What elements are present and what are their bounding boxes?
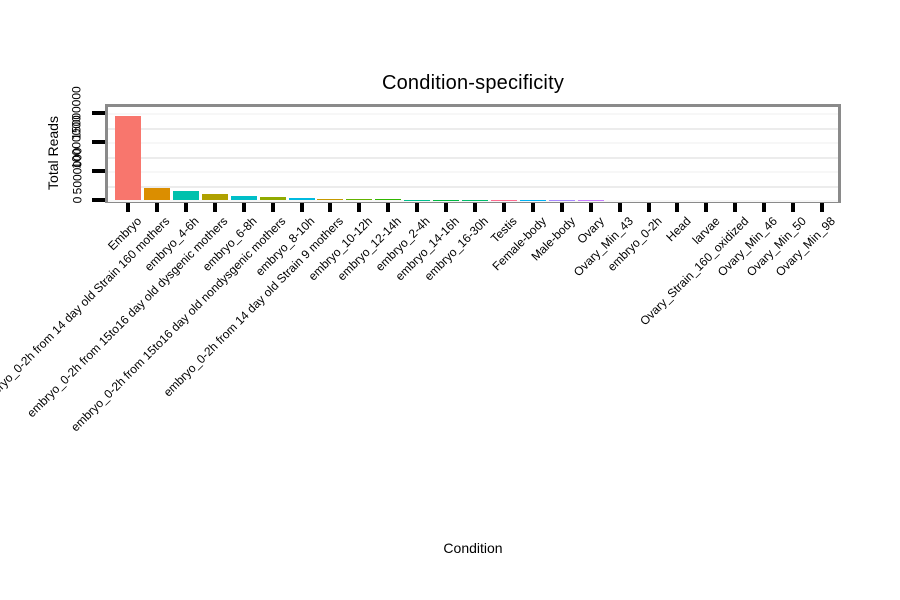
y-tick — [92, 198, 105, 202]
x-tick — [704, 203, 709, 212]
x-tick — [154, 203, 159, 212]
bar — [259, 197, 286, 200]
bar — [172, 190, 199, 200]
x-tick — [473, 203, 478, 212]
gridline-minor — [108, 185, 838, 188]
x-tick — [559, 203, 564, 212]
x-tick — [588, 203, 593, 212]
x-tick — [386, 203, 391, 212]
x-tick — [762, 203, 767, 212]
x-axis-title: Condition — [443, 540, 503, 556]
x-tick — [270, 203, 275, 212]
x-tick — [444, 203, 449, 212]
y-tick — [92, 140, 105, 144]
gridline-major — [108, 200, 838, 202]
gridline-major — [108, 113, 838, 115]
bar — [230, 196, 257, 200]
plot-panel — [105, 104, 841, 203]
gridline-major — [108, 142, 838, 144]
x-tick-label: embryo_0-2h from 14 day old Strain 160 m… — [0, 214, 173, 409]
chart-title: Condition-specificity — [381, 72, 565, 94]
bar — [143, 187, 170, 200]
gridline-major — [108, 171, 838, 173]
x-tick — [733, 203, 738, 212]
x-tick — [126, 203, 130, 212]
bar — [201, 194, 228, 200]
x-tick — [820, 203, 825, 212]
bar — [288, 198, 315, 200]
x-tick-label: embryo_0-2h from 15to16 day old dysgenic… — [24, 214, 231, 421]
x-tick — [299, 203, 304, 212]
x-tick — [415, 203, 420, 212]
gridline-minor — [108, 127, 838, 130]
x-tick — [212, 203, 217, 212]
x-tick — [791, 203, 796, 212]
gridline-minor — [108, 156, 838, 159]
x-tick — [501, 203, 506, 212]
bar — [317, 198, 344, 200]
y-tick — [92, 111, 105, 115]
x-tick — [241, 203, 246, 212]
x-tick — [183, 203, 188, 212]
x-tick — [646, 203, 651, 212]
x-tick — [530, 203, 535, 212]
bar — [375, 199, 402, 200]
bar — [115, 115, 141, 200]
x-tick — [357, 203, 362, 212]
x-tick-label: Head — [663, 214, 694, 245]
x-tick — [328, 203, 333, 212]
x-tick — [617, 203, 622, 212]
x-tick — [675, 203, 680, 212]
y-tick — [92, 169, 105, 173]
bar — [346, 199, 373, 200]
